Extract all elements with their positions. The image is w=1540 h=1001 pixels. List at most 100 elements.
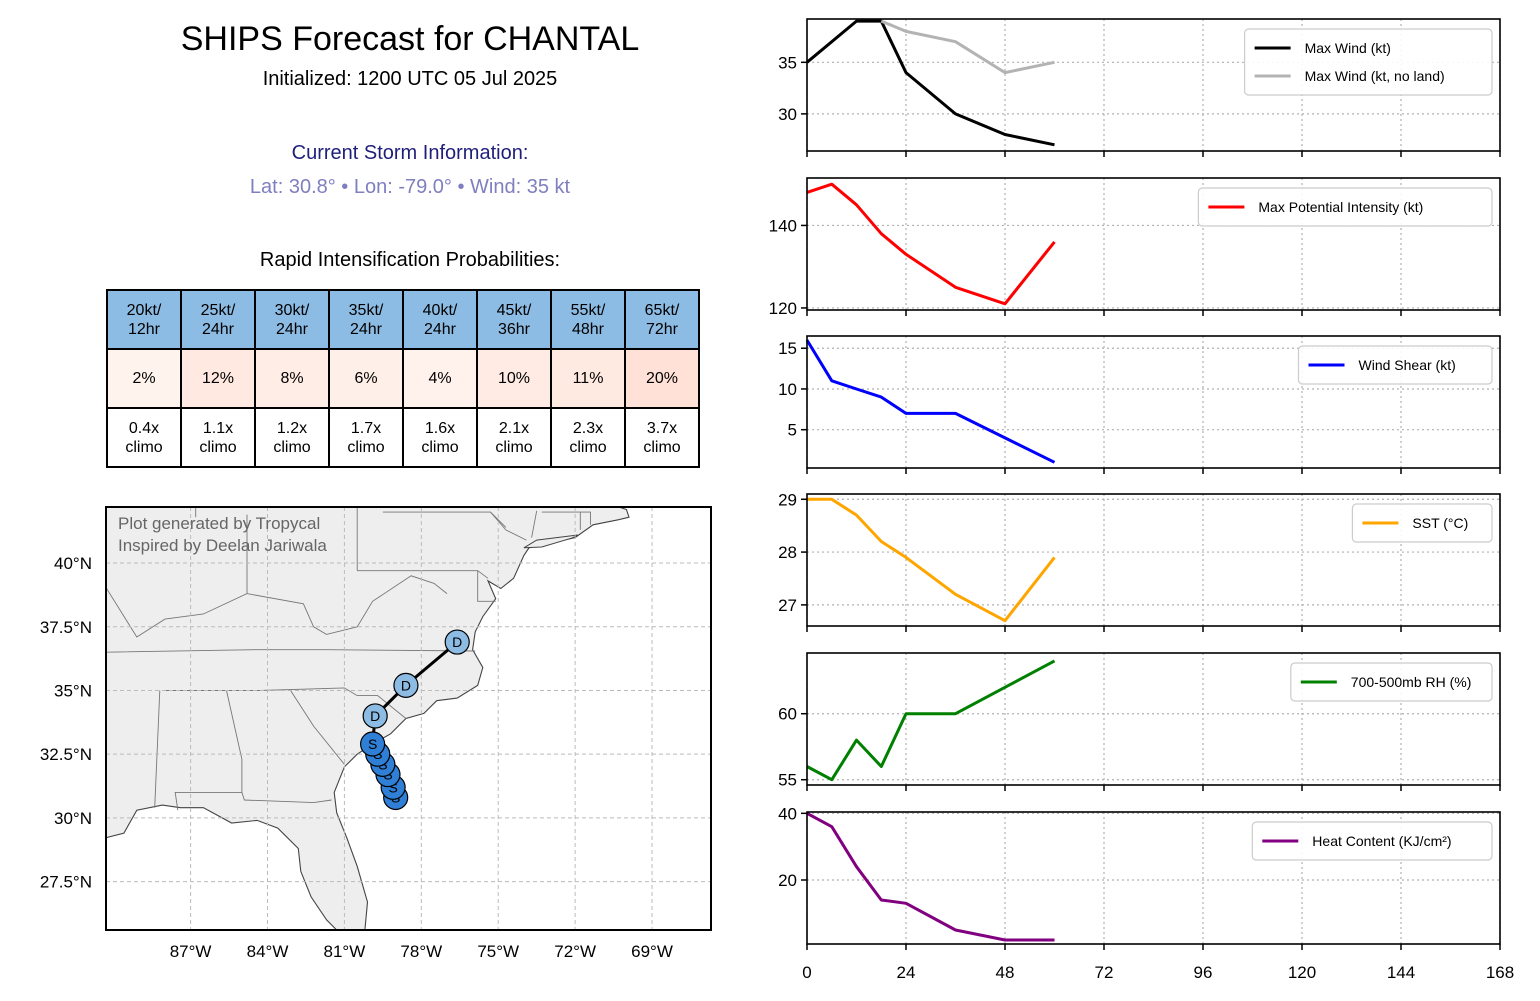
y-tick-label: 140 bbox=[769, 216, 797, 235]
series-line bbox=[807, 497, 1056, 623]
state-border bbox=[531, 510, 538, 538]
lon-tick-label: 81°W bbox=[324, 942, 366, 961]
state-border bbox=[477, 570, 496, 602]
track-point-label: S bbox=[368, 736, 377, 752]
series-line bbox=[805, 339, 1056, 464]
legend: Heat Content (KJ/cm²) bbox=[1251, 821, 1493, 861]
series-line bbox=[806, 811, 1055, 942]
legend: SST (°C) bbox=[1351, 503, 1493, 543]
ri-probability-cell: 4% bbox=[402, 348, 478, 409]
series-line bbox=[880, 19, 1055, 75]
ri-threshold-cell: 20kt/12hr bbox=[106, 289, 182, 350]
ri-climo-cell: 1.1x climo bbox=[180, 407, 256, 468]
legend: Max Wind (kt) Max Wind (kt, no land) bbox=[1243, 28, 1493, 96]
ri-climo-row: 0.4x climo 1.1x climo 1.2x climo 1.7x climo 1.6… bbox=[106, 407, 700, 468]
ri-climo-cell: 1.7x climo bbox=[328, 407, 404, 468]
legend-box bbox=[1243, 28, 1493, 96]
y-tick-label: 28 bbox=[778, 543, 797, 562]
ri-probability-cell: 10% bbox=[476, 348, 552, 409]
lat-tick-label: 35°N bbox=[54, 681, 92, 700]
legend-box bbox=[1351, 503, 1493, 543]
x-tick-label: 72 bbox=[1095, 963, 1114, 982]
state-border bbox=[154, 690, 161, 808]
ships-panel: 30 35 Max Wind (kt) Max Wind (kt, no land) bbox=[778, 18, 1501, 157]
state-border bbox=[106, 575, 448, 638]
lon-tick-label: 84°W bbox=[247, 942, 289, 961]
ri-probability-row: 2% 12% 8% 6% 4% 10% 11% 20% bbox=[106, 348, 700, 409]
lat-tick-label: 32.5°N bbox=[40, 745, 92, 764]
y-tick-label: 120 bbox=[769, 299, 797, 318]
x-tick-label: 48 bbox=[996, 963, 1015, 982]
state-border bbox=[162, 687, 407, 719]
state-border bbox=[106, 649, 476, 653]
series-line bbox=[806, 182, 1056, 306]
ri-climo-cell: 3.7x climo bbox=[624, 407, 700, 468]
legend-label: Heat Content (KJ/cm²) bbox=[1312, 833, 1451, 849]
ri-threshold-cell: 25kt/24hr bbox=[180, 289, 256, 350]
legend: Wind Shear (kt) bbox=[1297, 345, 1493, 385]
lat-tick-label: 30°N bbox=[54, 809, 92, 828]
lon-tick-label: 78°W bbox=[400, 942, 442, 961]
ri-climo-cell: 2.1x climo bbox=[476, 407, 552, 468]
track-point-label: D bbox=[401, 677, 411, 693]
legend: 700-500mb RH (%) bbox=[1290, 662, 1493, 702]
y-tick-label: 27 bbox=[778, 596, 797, 615]
ships-panel: 27 28 29 SST (°C) bbox=[778, 490, 1501, 632]
ri-threshold-cell: 30kt/24hr bbox=[254, 289, 330, 350]
series-line bbox=[806, 19, 1055, 147]
y-tick-label: 60 bbox=[778, 705, 797, 724]
initialized-time: Initialized: 1200 UTC 05 Jul 2025 bbox=[262, 68, 558, 90]
legend-box bbox=[1297, 345, 1493, 385]
y-tick-label: 29 bbox=[778, 490, 797, 509]
ri-threshold-cell: 40kt/24hr bbox=[402, 289, 478, 350]
x-tick-label: 120 bbox=[1288, 963, 1316, 982]
lon-tick-label: 87°W bbox=[170, 942, 212, 961]
track-point-label: D bbox=[370, 708, 380, 724]
ri-climo-cell: 1.6x climo bbox=[402, 407, 478, 468]
y-tick-label: 40 bbox=[778, 804, 797, 823]
map-credit: Inspired by Deelan Jariwala bbox=[118, 536, 327, 555]
x-tick-label: 144 bbox=[1387, 963, 1415, 982]
ri-probability-cell: 20% bbox=[624, 348, 700, 409]
legend-label: Max Wind (kt) bbox=[1305, 40, 1391, 56]
x-tick-label: 24 bbox=[897, 963, 916, 982]
lon-tick-label: 72°W bbox=[554, 942, 596, 961]
y-tick-label: 15 bbox=[778, 339, 797, 358]
ri-threshold-cell: 45kt/36hr bbox=[476, 289, 552, 350]
panel-frame bbox=[806, 335, 1501, 469]
legend-label: Max Wind (kt, no land) bbox=[1305, 68, 1445, 84]
track-point bbox=[393, 672, 419, 698]
legend-label: Max Potential Intensity (kt) bbox=[1258, 199, 1423, 215]
ri-climo-cell: 0.4x climo bbox=[106, 407, 182, 468]
lon-tick-label: 69°W bbox=[631, 942, 673, 961]
ri-probability-cell: 12% bbox=[180, 348, 256, 409]
ri-threshold-cell: 65kt/72hr bbox=[624, 289, 700, 350]
ships-panel: 5 10 15 Wind Shear (kt) bbox=[778, 335, 1501, 474]
ships-panel: 55 60 700-500mb RH (%) bbox=[778, 652, 1501, 791]
state-border bbox=[290, 690, 345, 765]
ri-probability-cell: 11% bbox=[550, 348, 626, 409]
map-frame bbox=[105, 506, 712, 931]
lat-tick-label: 40°N bbox=[54, 554, 92, 573]
ri-climo-cell: 2.3x climo bbox=[550, 407, 626, 468]
ri-threshold-cell: 55kt/48hr bbox=[550, 289, 626, 350]
ri-probability-cell: 8% bbox=[254, 348, 330, 409]
series-line bbox=[806, 659, 1056, 782]
y-tick-label: 30 bbox=[778, 105, 797, 124]
ships-panel: 20 40 Heat Content (KJ/cm²) bbox=[778, 804, 1501, 950]
chart-title: SHIPS Forecast for CHANTAL bbox=[180, 20, 640, 58]
legend-box bbox=[1290, 662, 1493, 702]
state-border bbox=[541, 511, 591, 525]
legend-label: Wind Shear (kt) bbox=[1359, 357, 1456, 373]
panel-frame bbox=[806, 18, 1501, 152]
ri-heading: Rapid Intensification Probabilities: bbox=[259, 249, 561, 271]
map-credit: Plot generated by Tropycal bbox=[118, 514, 320, 533]
track-point bbox=[444, 629, 470, 655]
y-tick-label: 10 bbox=[778, 380, 797, 399]
panel-frame bbox=[806, 177, 1501, 311]
ri-probability-cell: 2% bbox=[106, 348, 182, 409]
legend-label: SST (°C) bbox=[1412, 515, 1468, 531]
ri-threshold-cell: 35kt/24hr bbox=[328, 289, 404, 350]
y-tick-label: 55 bbox=[778, 771, 797, 790]
